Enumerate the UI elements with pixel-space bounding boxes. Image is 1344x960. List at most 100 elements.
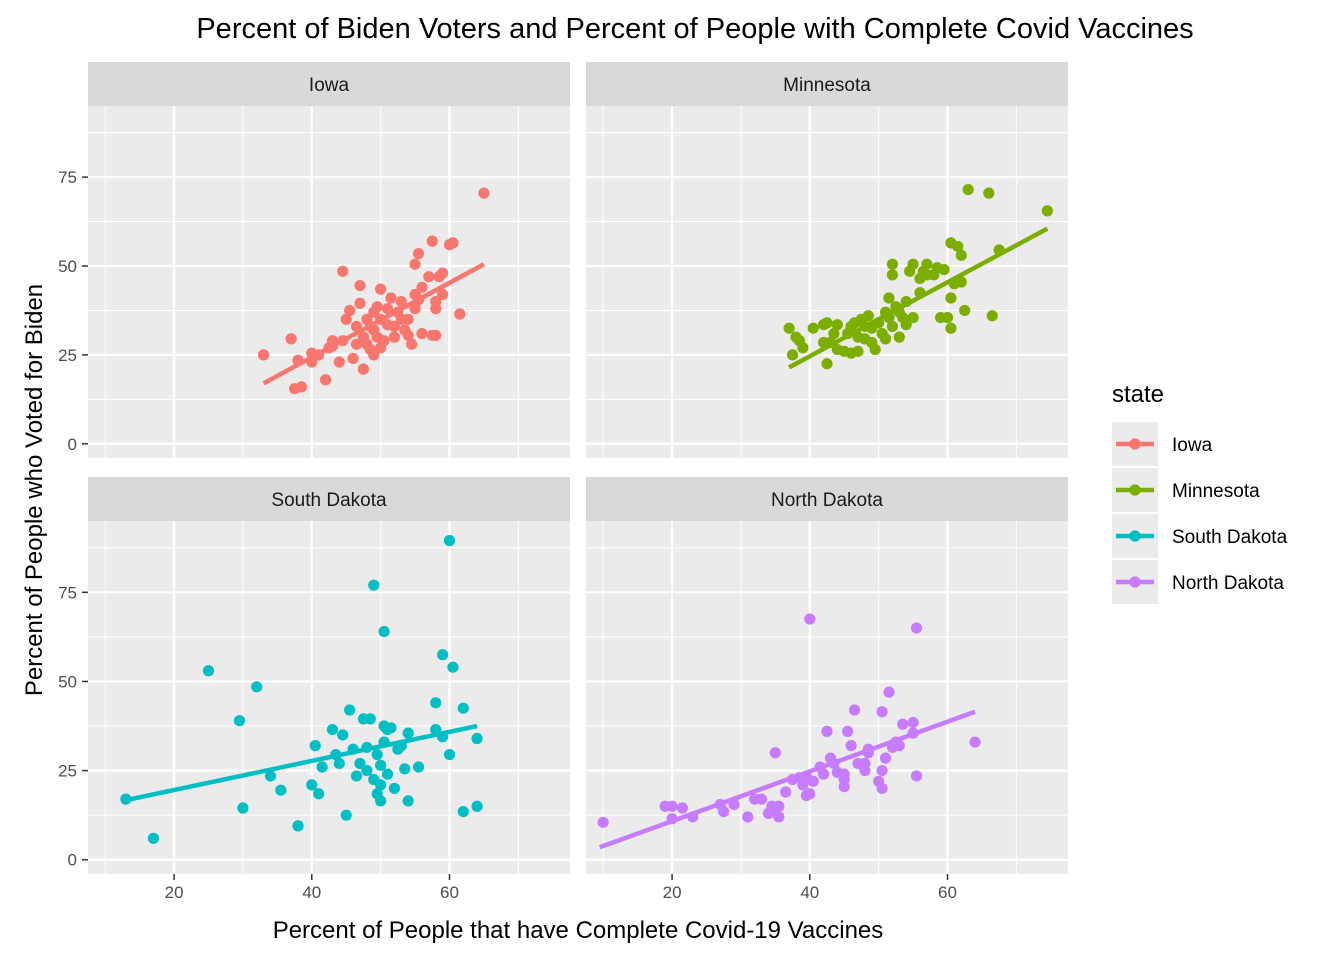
data-point bbox=[907, 311, 919, 324]
data-point bbox=[907, 716, 919, 729]
y-tick-label: 0 bbox=[68, 851, 77, 870]
data-point bbox=[797, 342, 809, 354]
strip-label: Minnesota bbox=[783, 75, 871, 96]
data-point bbox=[859, 764, 871, 777]
data-point bbox=[371, 301, 383, 313]
legend-key-point bbox=[1129, 576, 1141, 588]
y-tick-label: 75 bbox=[58, 168, 77, 187]
data-point bbox=[368, 579, 380, 591]
data-point bbox=[264, 770, 277, 782]
data-point bbox=[316, 761, 328, 773]
data-point bbox=[676, 802, 689, 814]
data-point bbox=[388, 782, 401, 795]
data-point bbox=[879, 752, 892, 764]
data-point bbox=[430, 295, 442, 308]
data-point bbox=[340, 809, 352, 821]
data-point bbox=[357, 363, 370, 375]
strip-background bbox=[88, 477, 570, 521]
strip-label: South Dakota bbox=[271, 490, 387, 511]
data-point bbox=[959, 304, 971, 317]
data-point bbox=[409, 258, 421, 270]
data-point bbox=[780, 786, 792, 798]
chart-title: Percent of Biden Voters and Percent of P… bbox=[196, 13, 1193, 45]
panel-background bbox=[88, 106, 570, 458]
data-point bbox=[147, 832, 160, 844]
data-point bbox=[773, 800, 785, 812]
data-point bbox=[921, 258, 933, 270]
trend-line bbox=[788, 226, 1049, 370]
data-point bbox=[375, 283, 387, 295]
data-point bbox=[233, 715, 246, 727]
panel-north-dakota: North Dakota bbox=[586, 477, 1068, 874]
y-tick-label: 75 bbox=[58, 583, 77, 602]
data-point bbox=[285, 333, 297, 345]
data-point bbox=[886, 258, 899, 270]
data-point bbox=[454, 308, 466, 320]
data-point bbox=[893, 740, 905, 752]
data-point bbox=[842, 725, 854, 737]
data-point bbox=[371, 748, 383, 761]
data-point bbox=[986, 310, 998, 322]
data-point bbox=[848, 704, 861, 716]
legend-item-minnesota: Minnesota bbox=[1112, 468, 1260, 512]
data-point bbox=[938, 263, 950, 276]
strip-background bbox=[586, 477, 1068, 521]
x-tick-label: 60 bbox=[440, 883, 459, 902]
legend-title: state bbox=[1112, 381, 1164, 408]
data-point bbox=[869, 343, 881, 356]
data-point bbox=[326, 723, 339, 736]
data-point bbox=[354, 297, 366, 309]
data-point bbox=[786, 349, 799, 361]
data-point bbox=[354, 279, 366, 292]
data-point bbox=[910, 622, 923, 634]
data-point bbox=[876, 782, 888, 795]
legend-label: Iowa bbox=[1172, 435, 1213, 456]
strip-label: North Dakota bbox=[771, 490, 883, 511]
data-point bbox=[437, 288, 449, 301]
data-point bbox=[375, 795, 387, 807]
y-tick-label: 50 bbox=[58, 672, 77, 691]
data-point bbox=[306, 779, 318, 791]
data-point bbox=[457, 806, 469, 818]
data-point bbox=[821, 725, 833, 737]
panel-iowa: Iowa bbox=[88, 62, 570, 458]
data-point bbox=[443, 748, 456, 761]
data-point bbox=[412, 247, 425, 260]
data-point bbox=[945, 322, 957, 334]
data-point bbox=[769, 747, 781, 759]
legend-label: North Dakota bbox=[1172, 573, 1284, 594]
data-point bbox=[340, 313, 352, 325]
y-tick-label: 25 bbox=[58, 762, 77, 781]
data-point bbox=[381, 768, 394, 780]
data-point bbox=[430, 329, 442, 341]
data-point bbox=[817, 768, 830, 780]
data-point bbox=[883, 686, 895, 698]
y-axis-title: Percent of People who Voted for Biden bbox=[21, 284, 48, 696]
data-point bbox=[406, 338, 418, 350]
data-point bbox=[361, 764, 373, 777]
x-axis-title: Percent of People that have Complete Cov… bbox=[273, 917, 884, 944]
data-point bbox=[879, 333, 892, 345]
data-point bbox=[388, 320, 401, 333]
x-tick-label: 20 bbox=[663, 883, 682, 902]
panel-minnesota: Minnesota bbox=[586, 62, 1068, 458]
data-point bbox=[1041, 205, 1053, 217]
data-point bbox=[845, 740, 857, 752]
data-point bbox=[666, 800, 678, 812]
data-point bbox=[773, 811, 785, 823]
y-tick-label: 50 bbox=[58, 257, 77, 276]
data-point bbox=[886, 320, 899, 333]
data-point bbox=[399, 763, 411, 775]
legend-key-point bbox=[1129, 438, 1141, 450]
data-point bbox=[969, 736, 981, 748]
data-point bbox=[395, 295, 407, 308]
data-point bbox=[838, 768, 850, 780]
data-point bbox=[983, 187, 995, 199]
data-point bbox=[886, 269, 899, 281]
data-point bbox=[378, 625, 390, 638]
data-point bbox=[952, 240, 964, 253]
x-tick-label: 20 bbox=[165, 883, 184, 902]
panel-south-dakota: South Dakota bbox=[88, 477, 570, 874]
data-point bbox=[378, 335, 390, 347]
